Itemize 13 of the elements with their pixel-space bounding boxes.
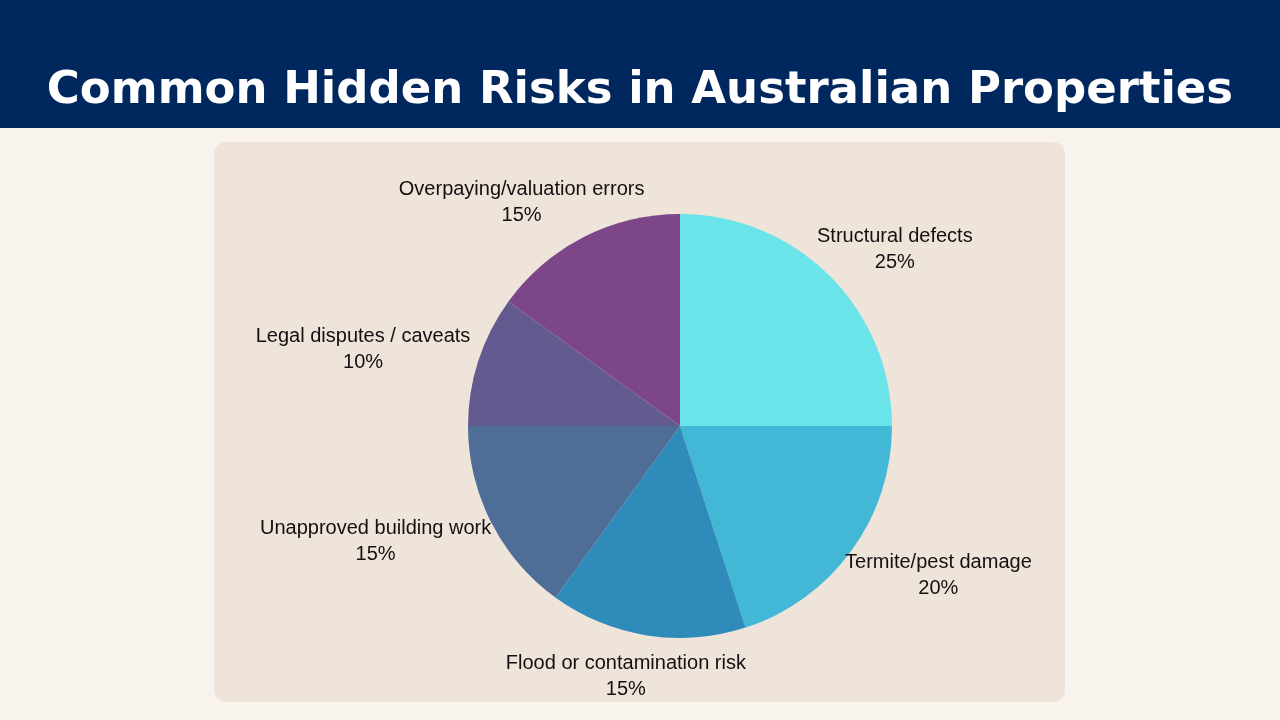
data-label: 20% (918, 576, 959, 599)
slice-label: Flood or contamination risk (505, 650, 747, 673)
slice-label: Termite/pest damage (845, 550, 1032, 573)
slice-label: Overpaying/valuation errors (398, 177, 645, 200)
slice-label: Legal disputes / caveats (255, 324, 471, 347)
data-label: 15% (355, 542, 396, 565)
data-label: 15% (501, 203, 542, 226)
chart-title: Common Hidden Risks in Australian Properties (45, 60, 1235, 116)
slice-label: Unapproved building work (259, 516, 493, 539)
data-label: 25% (874, 249, 916, 272)
data-label: 10% (343, 350, 384, 373)
slice-label: Structural defects (817, 223, 973, 246)
data-label: 15% (605, 676, 647, 699)
